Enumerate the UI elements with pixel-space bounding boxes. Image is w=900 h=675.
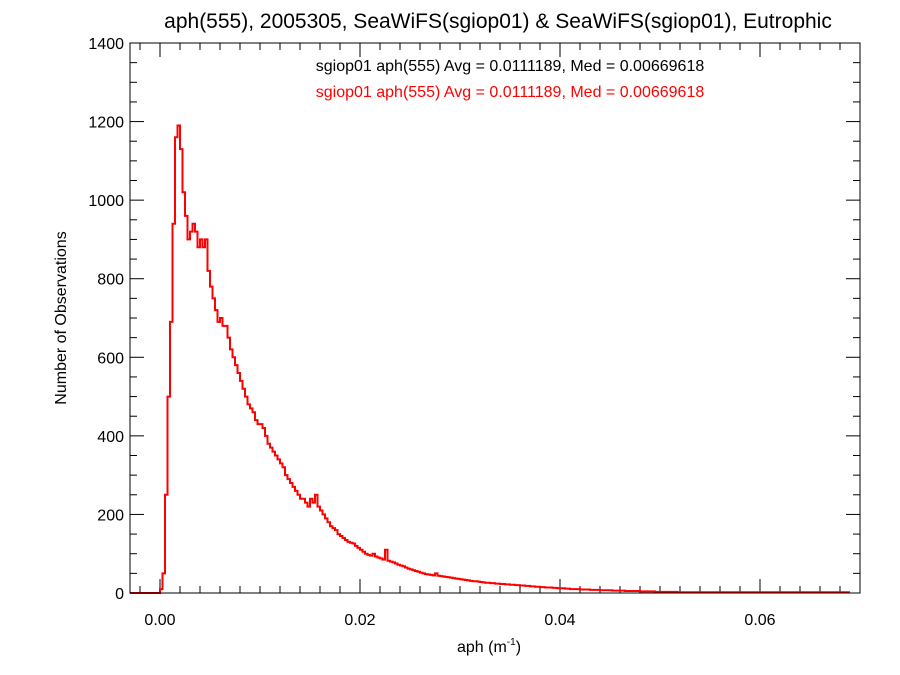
x-axis-label: aph (m-1) <box>457 637 521 656</box>
y-tick-label: 800 <box>97 272 124 289</box>
histogram-step-line <box>130 124 850 594</box>
x-axis-label-superscript: -1 <box>507 637 516 648</box>
y-tick-label: 1200 <box>88 115 124 132</box>
x-tick-label: 0.06 <box>744 612 775 629</box>
x-tick-labels: 0.00 0.02 0.04 0.06 <box>144 612 775 629</box>
y-tick-label: 400 <box>97 429 124 446</box>
chart-title: aph(555), 2005305, SeaWiFS(sgiop01) & Se… <box>164 10 832 33</box>
y-axis-label: Number of Observations <box>53 231 70 404</box>
x-axis-label-end: ) <box>516 639 521 656</box>
x-tick-label: 0.00 <box>144 612 175 629</box>
y-tick-label: 1400 <box>88 36 124 53</box>
y-tick-labels: 0 200 400 600 800 1000 1200 1400 <box>88 36 124 603</box>
y-tick-label: 0 <box>115 586 124 603</box>
x-axis-label-base: aph (m <box>457 639 507 656</box>
annotation-line-1: sgiop01 aph(555) Avg = 0.0111189, Med = … <box>316 58 705 75</box>
y-tick-label: 1000 <box>88 193 124 210</box>
x-tick-label: 0.02 <box>344 612 375 629</box>
annotation-line-2: sgiop01 aph(555) Avg = 0.0111189, Med = … <box>316 84 705 101</box>
y-tick-label: 600 <box>97 350 124 367</box>
y-tick-label: 200 <box>97 507 124 524</box>
x-tick-label: 0.04 <box>544 612 575 629</box>
histogram-series <box>130 124 850 594</box>
plot-frame <box>129 42 861 594</box>
